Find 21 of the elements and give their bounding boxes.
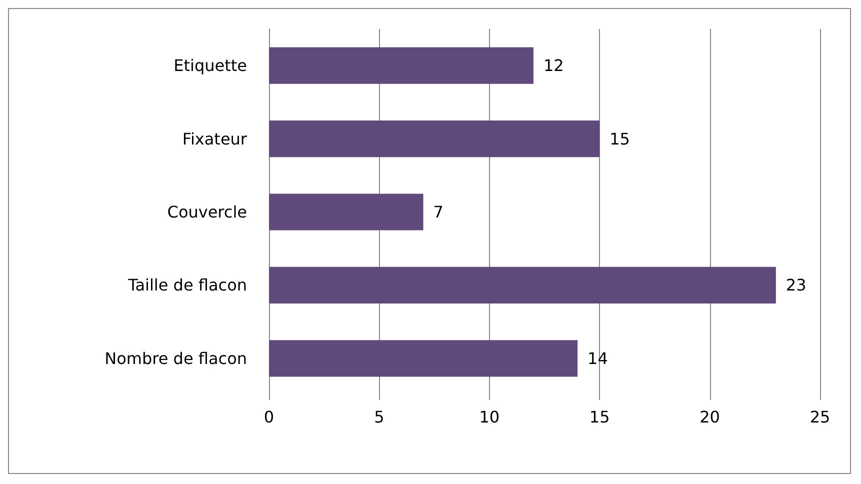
data-label: 7: [433, 202, 444, 222]
bar: [269, 194, 424, 230]
y-tick-label: Taille de flacon: [127, 276, 247, 295]
data-label: 15: [610, 129, 630, 148]
x-tick-label: 0: [264, 408, 274, 426]
y-tick-label: Nombre de flacon: [104, 348, 247, 368]
x-tick-label: 5: [374, 408, 384, 426]
y-tick-label: Couvercle: [167, 202, 247, 222]
data-label: 23: [786, 276, 806, 295]
x-tick-label: 25: [810, 408, 830, 426]
x-tick-label: 10: [479, 408, 500, 426]
x-tick-label: 20: [700, 408, 720, 426]
bar: [269, 120, 600, 158]
y-tick-label: Fixateur: [182, 129, 248, 148]
x-tick-label: 15: [589, 408, 610, 426]
data-label: 14: [588, 348, 608, 368]
bar: [269, 340, 578, 377]
y-tick-label: Etiquette: [174, 56, 247, 76]
data-label: 12: [543, 56, 564, 76]
bar: [269, 47, 534, 84]
bar: [269, 266, 776, 304]
